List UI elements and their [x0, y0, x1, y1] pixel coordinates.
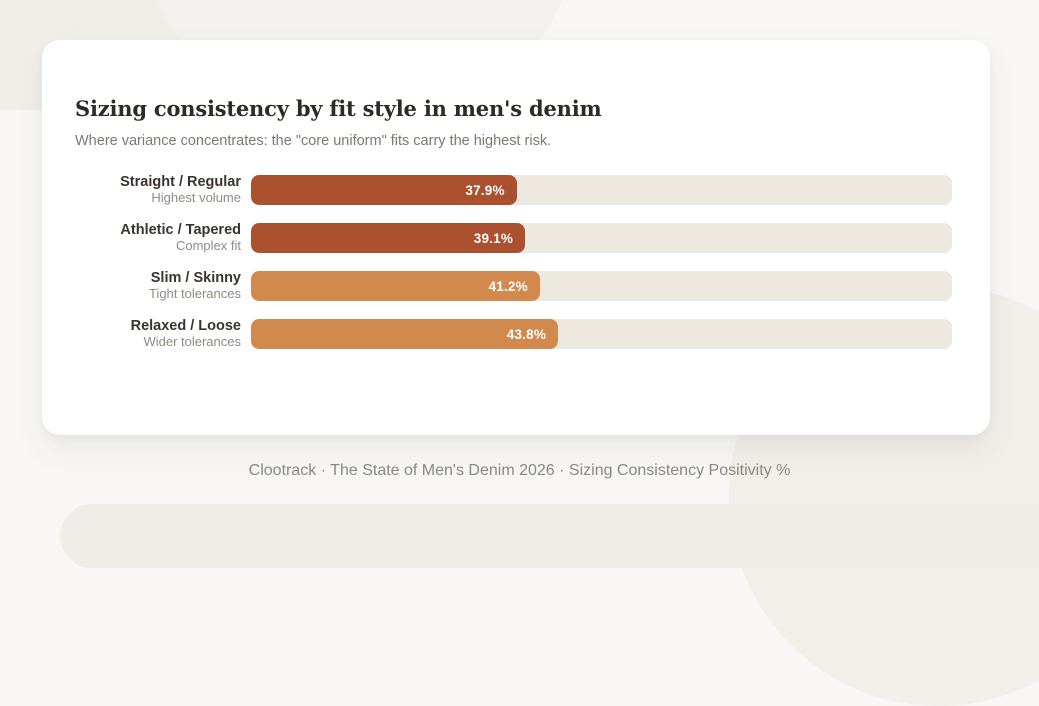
- category-label: Athletic / Tapered: [120, 221, 241, 238]
- bar-track: 43.8%: [251, 319, 952, 349]
- bar-value-label: 41.2%: [488, 278, 528, 294]
- bar-fill: 37.9%: [251, 175, 517, 205]
- bar-value-label: 37.9%: [465, 182, 505, 198]
- bar-track: 37.9%: [251, 175, 952, 205]
- bar-fill: 43.8%: [251, 319, 559, 349]
- category-labels: Slim / Skinny Tight tolerances: [75, 270, 251, 303]
- bar-row: Slim / Skinny Tight tolerances 41.2%: [75, 270, 952, 303]
- bar-row: Straight / Regular Highest volume 37.9%: [75, 174, 952, 207]
- bar-fill: 41.2%: [251, 271, 540, 301]
- category-note: Highest volume: [151, 190, 241, 206]
- bar-track: 39.1%: [251, 223, 952, 253]
- bar-track: 41.2%: [251, 271, 952, 301]
- category-note: Complex fit: [175, 238, 241, 254]
- source-caption: Clootrack · The State of Men's Denim 202…: [248, 462, 791, 479]
- category-labels: Relaxed / Loose Wider tolerances: [75, 318, 251, 351]
- bar-row: Athletic / Tapered Complex fit 39.1%: [75, 222, 952, 255]
- chart-title: Sizing consistency by fit style in men's…: [75, 96, 602, 121]
- category-labels: Athletic / Tapered Complex fit: [75, 222, 251, 255]
- background-blob-bottom: [60, 504, 1039, 568]
- bar-fill: 39.1%: [251, 223, 526, 253]
- bar-row: Relaxed / Loose Wider tolerances 43.8%: [75, 318, 952, 351]
- category-label: Slim / Skinny: [150, 269, 241, 286]
- category-label: Straight / Regular: [120, 173, 241, 190]
- category-note: Wider tolerances: [143, 334, 241, 350]
- category-note: Tight tolerances: [148, 286, 241, 302]
- bar-value-label: 39.1%: [473, 230, 514, 246]
- page-background: Sizing consistency by fit style in men's…: [0, 0, 1039, 568]
- bar-chart: Straight / Regular Highest volume 37.9% …: [75, 174, 952, 351]
- chart-card: Sizing consistency by fit style in men's…: [42, 40, 990, 435]
- bar-value-label: 43.8%: [506, 326, 547, 342]
- category-labels: Straight / Regular Highest volume: [75, 174, 251, 207]
- chart-subtitle: Where variance concentrates: the "core u…: [75, 133, 552, 149]
- category-label: Relaxed / Loose: [130, 317, 241, 334]
